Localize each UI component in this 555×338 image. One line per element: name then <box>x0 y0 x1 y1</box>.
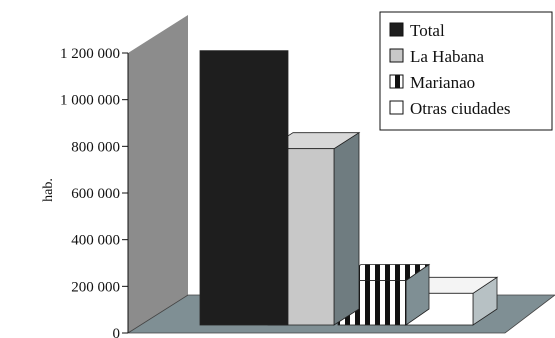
y-tick-label: 0 <box>113 326 121 338</box>
y-tick-label: 600 000 <box>71 186 120 202</box>
y-axis-label: hab. <box>41 178 56 202</box>
legend-swatch <box>389 48 404 63</box>
legend-swatch <box>389 22 404 37</box>
legend-swatch <box>389 100 404 115</box>
y-tick-label: 800 000 <box>71 139 120 155</box>
y-tick-label: 1 200 000 <box>60 46 120 62</box>
bar-side <box>333 131 360 326</box>
back-wall <box>128 15 188 333</box>
legend-label: Marianao <box>410 73 475 92</box>
y-tick-label: 200 000 <box>71 279 120 295</box>
y-tick-label: 1 000 000 <box>60 93 120 109</box>
legend-swatch <box>389 74 404 89</box>
legend-label: Otras ciudades <box>410 99 511 118</box>
legend-label: Total <box>410 21 445 40</box>
bar-front <box>199 50 289 326</box>
legend-label: La Habana <box>410 47 485 66</box>
bar-total <box>199 50 289 326</box>
y-tick-label: 400 000 <box>71 233 120 249</box>
legend-box <box>379 11 553 131</box>
